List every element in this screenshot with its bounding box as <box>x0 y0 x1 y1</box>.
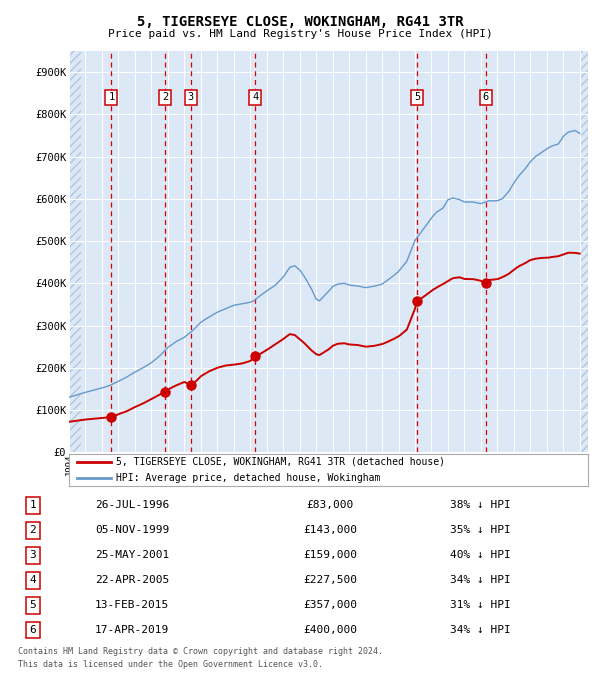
Text: 13-FEB-2015: 13-FEB-2015 <box>95 600 169 610</box>
Text: £357,000: £357,000 <box>303 600 357 610</box>
Text: 2: 2 <box>162 92 169 103</box>
Text: £227,500: £227,500 <box>303 575 357 585</box>
Text: 1: 1 <box>108 92 115 103</box>
Text: This data is licensed under the Open Government Licence v3.0.: This data is licensed under the Open Gov… <box>18 660 323 668</box>
Text: 1: 1 <box>29 500 37 511</box>
Text: £159,000: £159,000 <box>303 550 357 560</box>
Text: 5, TIGERSEYE CLOSE, WOKINGHAM, RG41 3TR: 5, TIGERSEYE CLOSE, WOKINGHAM, RG41 3TR <box>137 15 463 29</box>
Text: 6: 6 <box>29 625 37 635</box>
Text: Price paid vs. HM Land Registry's House Price Index (HPI): Price paid vs. HM Land Registry's House … <box>107 29 493 39</box>
Text: 6: 6 <box>483 92 489 103</box>
Text: 25-MAY-2001: 25-MAY-2001 <box>95 550 169 560</box>
Text: 5: 5 <box>29 600 37 610</box>
Text: 31% ↓ HPI: 31% ↓ HPI <box>449 600 511 610</box>
Text: 34% ↓ HPI: 34% ↓ HPI <box>449 625 511 635</box>
Text: 5: 5 <box>414 92 420 103</box>
Text: 17-APR-2019: 17-APR-2019 <box>95 625 169 635</box>
Text: 35% ↓ HPI: 35% ↓ HPI <box>449 526 511 535</box>
Text: 38% ↓ HPI: 38% ↓ HPI <box>449 500 511 511</box>
Text: 3: 3 <box>29 550 37 560</box>
Text: 34% ↓ HPI: 34% ↓ HPI <box>449 575 511 585</box>
Text: HPI: Average price, detached house, Wokingham: HPI: Average price, detached house, Woki… <box>116 473 380 483</box>
Text: 26-JUL-1996: 26-JUL-1996 <box>95 500 169 511</box>
Text: 4: 4 <box>29 575 37 585</box>
Text: 5, TIGERSEYE CLOSE, WOKINGHAM, RG41 3TR (detached house): 5, TIGERSEYE CLOSE, WOKINGHAM, RG41 3TR … <box>116 457 445 466</box>
Text: £83,000: £83,000 <box>307 500 353 511</box>
Text: 05-NOV-1999: 05-NOV-1999 <box>95 526 169 535</box>
Text: 2: 2 <box>29 526 37 535</box>
Text: 40% ↓ HPI: 40% ↓ HPI <box>449 550 511 560</box>
Text: 22-APR-2005: 22-APR-2005 <box>95 575 169 585</box>
Text: £143,000: £143,000 <box>303 526 357 535</box>
Text: £400,000: £400,000 <box>303 625 357 635</box>
Text: 3: 3 <box>188 92 194 103</box>
Text: 4: 4 <box>252 92 259 103</box>
Text: Contains HM Land Registry data © Crown copyright and database right 2024.: Contains HM Land Registry data © Crown c… <box>18 647 383 656</box>
